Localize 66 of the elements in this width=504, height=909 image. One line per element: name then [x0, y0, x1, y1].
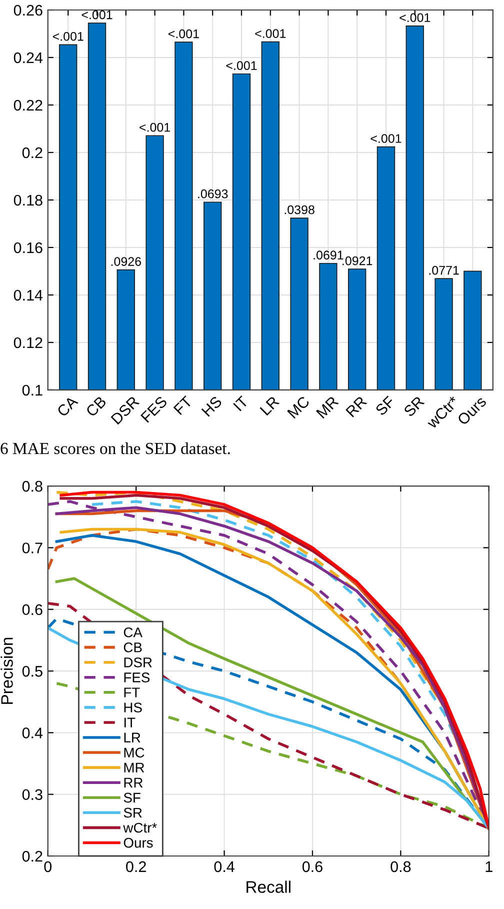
- x-axis-title: Recall: [246, 880, 290, 893]
- annotation: .0771: [429, 266, 459, 275]
- legend-label: LR: [124, 732, 140, 742]
- legend-label: DSR: [124, 658, 152, 668]
- x-tick-label: 0: [44, 861, 52, 872]
- x-tick-label: FES: [140, 396, 168, 423]
- x-tick-label: LR: [260, 396, 280, 416]
- y-tick-label: 0.24: [14, 52, 43, 64]
- x-tick-label: RR: [346, 396, 368, 418]
- legend-label: SF: [124, 792, 140, 803]
- y-tick-label: 0.22: [14, 100, 42, 111]
- annotation: <.001: [52, 32, 84, 41]
- legend-label: MR: [124, 762, 144, 772]
- y-tick-label: 0.12: [14, 337, 42, 348]
- y-tick-label: 0.4: [22, 728, 43, 738]
- annotation: .0693: [198, 189, 228, 198]
- y-tick-label: 0.8: [22, 480, 42, 492]
- y-axis-title: Precision: [0, 638, 13, 704]
- legend-label: CB: [124, 642, 142, 652]
- y-tick-label: 0.14: [14, 290, 43, 301]
- legend-label: FES: [124, 672, 150, 682]
- y-tick-label: 0.6: [22, 604, 42, 616]
- x-tick-label: HS: [201, 396, 223, 417]
- x-tick-label: IT: [233, 395, 249, 412]
- x-tick-label: FT: [173, 395, 193, 415]
- annotation: <.001: [140, 122, 170, 132]
- x-tick-label: CA: [56, 395, 78, 418]
- legend-label: RR: [124, 778, 143, 788]
- x-tick-label: CB: [85, 396, 107, 418]
- text: 6 MAE scores on the SED dataset.: [0, 442, 230, 454]
- annotation: <.001: [400, 13, 430, 22]
- y-tick-label: 0.3: [22, 789, 42, 800]
- annotation: <.001: [168, 29, 199, 38]
- legend-label: SR: [124, 808, 142, 818]
- y-tick-label: 0.18: [14, 194, 42, 206]
- legend-label: HS: [124, 702, 142, 712]
- x-tick-label: SR: [403, 396, 425, 418]
- y-tick-label: 0.26: [14, 4, 42, 16]
- annotation: <.001: [82, 10, 112, 20]
- y-tick-label: 0.7: [22, 542, 42, 554]
- annotation: <.001: [226, 61, 257, 70]
- y-tick-label: 0.5: [22, 666, 42, 677]
- legend-label: IT: [124, 718, 136, 728]
- y-tick-label: 0.2: [22, 850, 42, 862]
- annotation: .0921: [342, 256, 372, 266]
- x-tick-label: SF: [374, 396, 396, 416]
- annotation: .0398: [284, 205, 314, 214]
- y-tick-label: 0.2: [22, 147, 42, 158]
- legend-label: MC: [124, 748, 144, 758]
- annotation: <.001: [255, 29, 286, 38]
- legend-label: Ours: [124, 838, 153, 848]
- x-tick-label: 0.6: [302, 861, 322, 872]
- y-tick-label: 0.16: [14, 242, 42, 254]
- x-tick-label: MR: [316, 396, 339, 419]
- x-tick-label: MC: [287, 396, 310, 419]
- annotation: .0926: [111, 257, 141, 266]
- annotation: .0691: [314, 250, 344, 260]
- x-tick-label: 1: [486, 861, 492, 872]
- x-tick-label: 0.4: [214, 861, 234, 872]
- y-tick-label: 0.1: [22, 384, 42, 396]
- annotation: <.001: [370, 134, 402, 143]
- legend-label: wCtr*: [123, 822, 157, 833]
- legend-label: FT: [124, 688, 140, 698]
- x-tick-label: 0.2: [126, 861, 146, 872]
- x-tick-label: 0.8: [390, 861, 411, 872]
- legend-label: CA: [124, 627, 142, 638]
